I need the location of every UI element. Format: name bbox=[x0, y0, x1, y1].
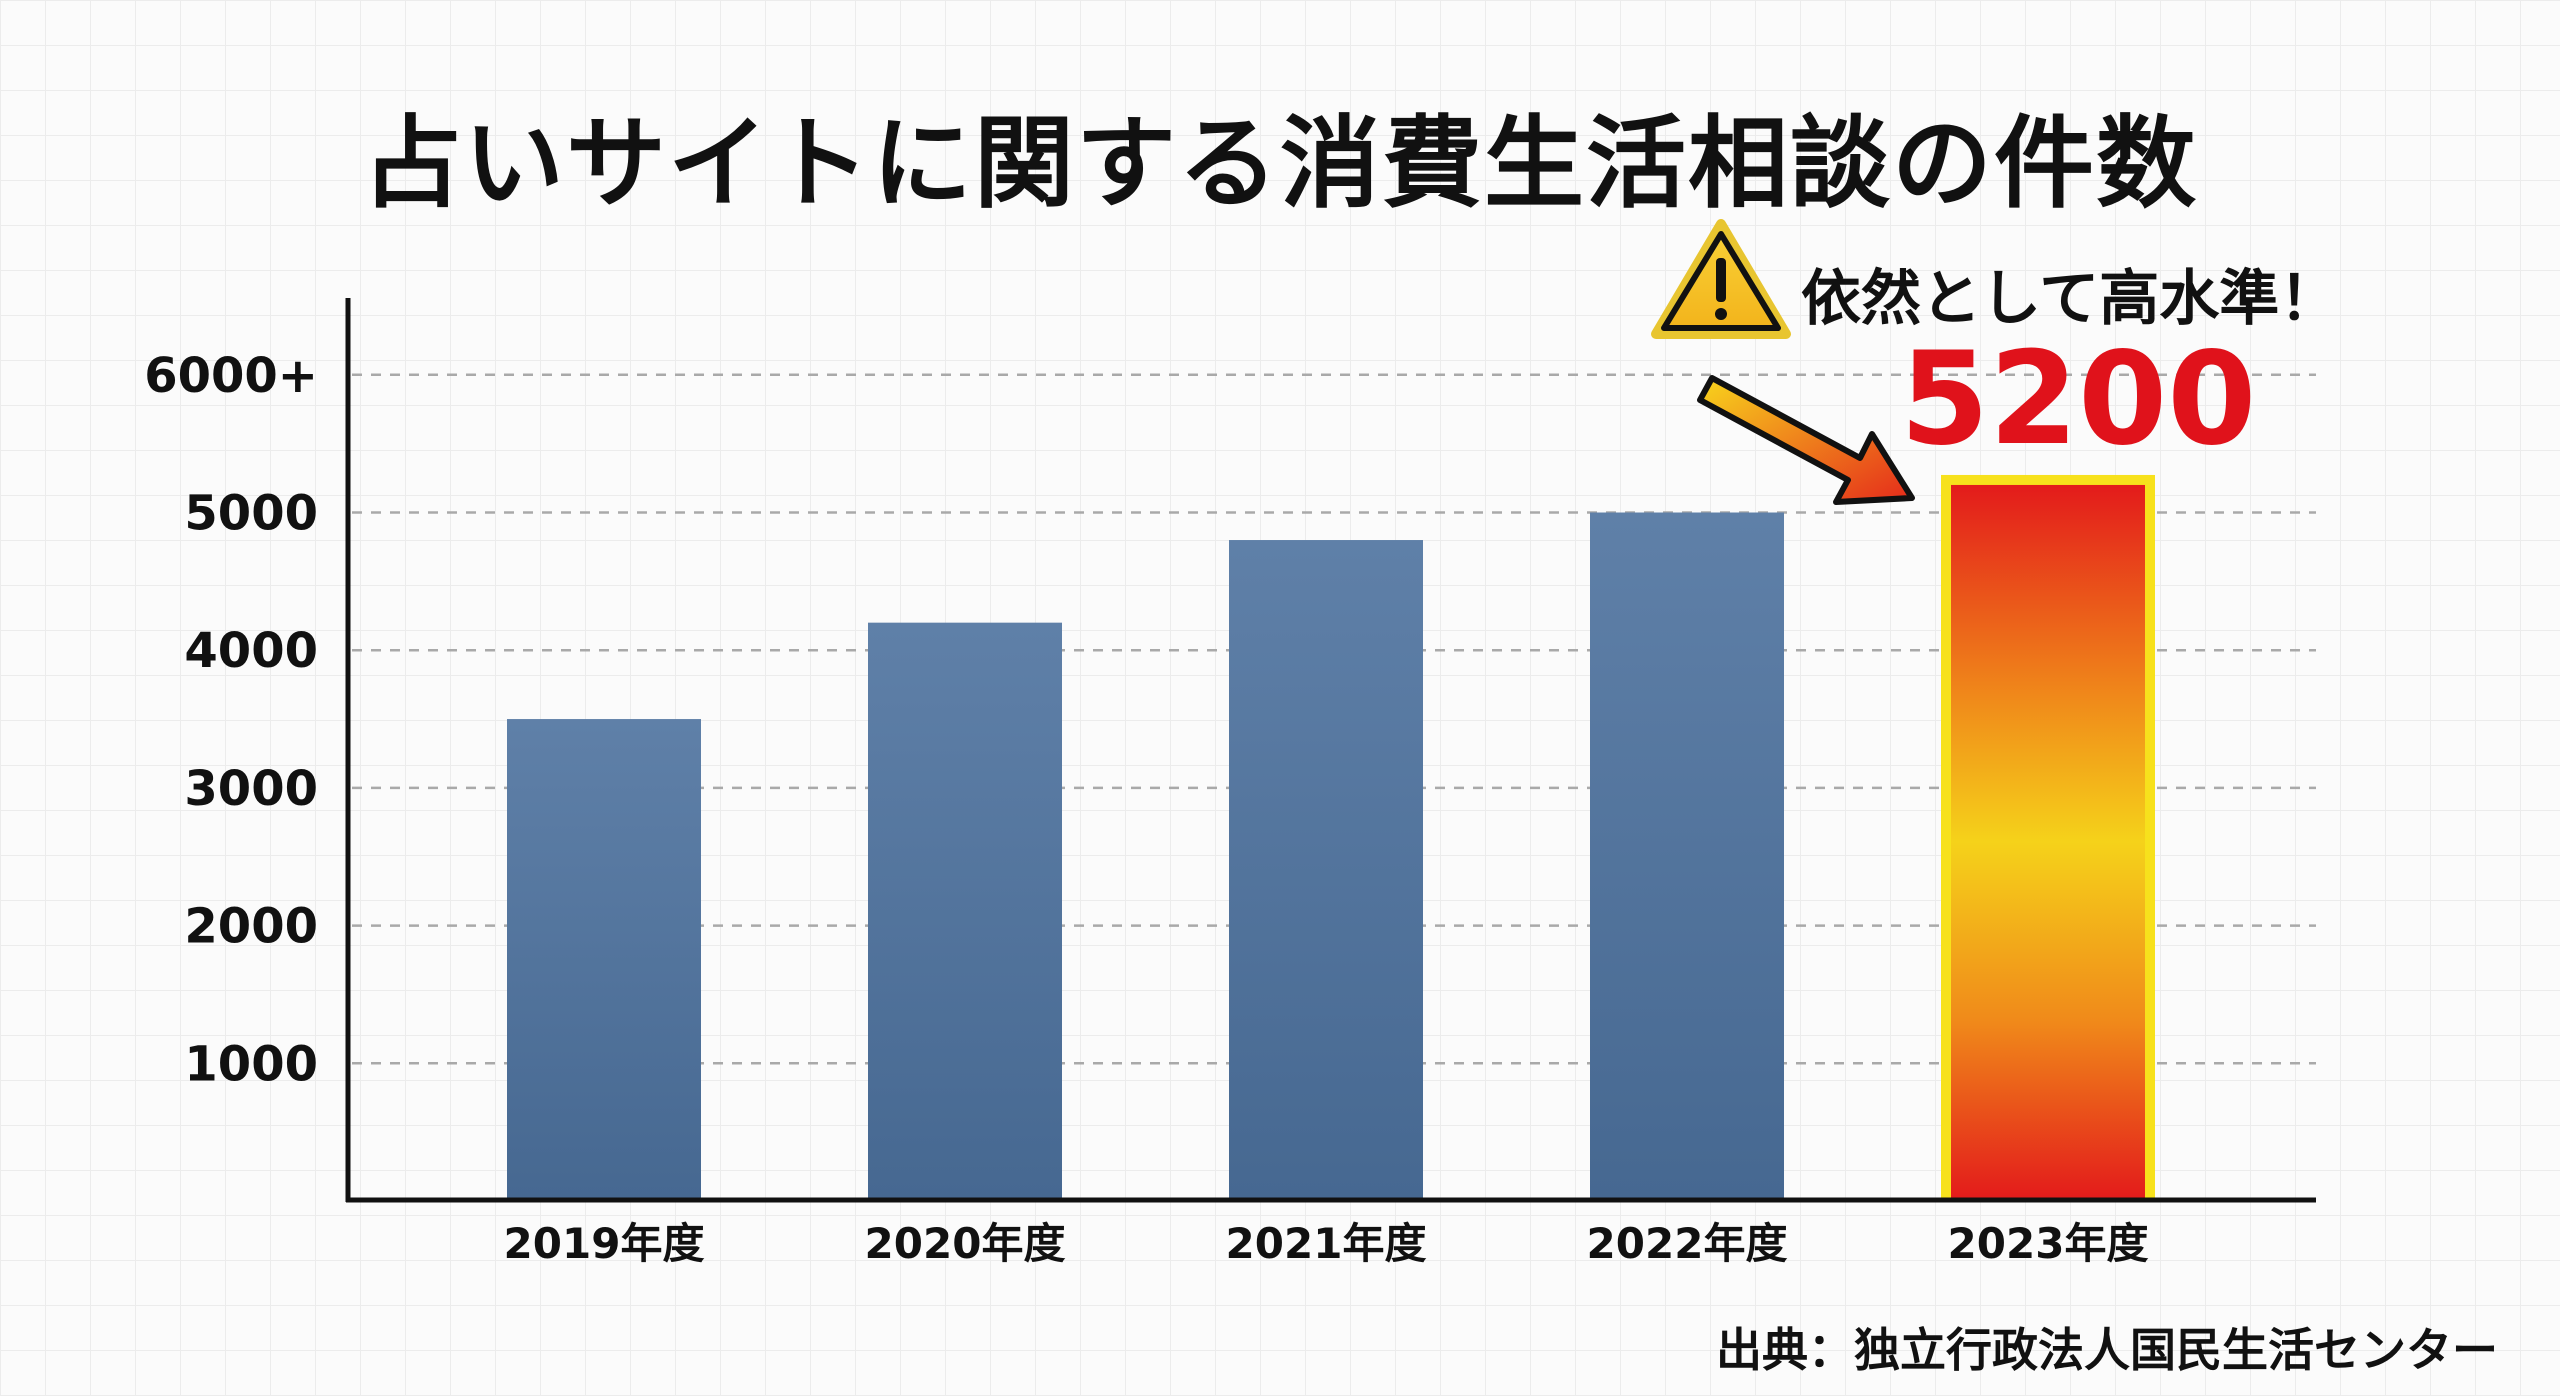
x-tick-label: 2020年度 bbox=[865, 1219, 1066, 1268]
x-tick-label: 2023年度 bbox=[1948, 1219, 2149, 1268]
y-tick-label: 1000 bbox=[184, 1036, 318, 1092]
highlight-value-label: 5200 bbox=[1900, 325, 2257, 474]
bar-2020年度 bbox=[868, 622, 1062, 1201]
arrow-icon bbox=[1697, 375, 1915, 505]
warning-icon bbox=[1651, 219, 1791, 339]
bar-2021年度 bbox=[1229, 540, 1423, 1201]
y-tick-label: 3000 bbox=[184, 761, 318, 817]
annotation-text: 依然として高水準！ bbox=[1801, 264, 2340, 334]
bar-2022年度 bbox=[1590, 512, 1784, 1201]
chart-title: 占いサイトに関する消費生活相談の件数 bbox=[362, 105, 2198, 222]
y-tick-label: 2000 bbox=[184, 899, 318, 955]
x-tick-label: 2021年度 bbox=[1226, 1219, 1427, 1268]
source-note: 出典：独立行政法人国民生活センター bbox=[1716, 1323, 2498, 1377]
bar-2023年度 bbox=[1951, 484, 2145, 1200]
y-tick-label: 5000 bbox=[184, 486, 318, 542]
y-tick-label: 6000+ bbox=[144, 348, 318, 404]
y-tick-label: 4000 bbox=[184, 623, 318, 679]
x-tick-label: 2022年度 bbox=[1587, 1219, 1788, 1268]
bar-2019年度 bbox=[507, 719, 701, 1201]
x-tick-label: 2019年度 bbox=[504, 1219, 705, 1268]
